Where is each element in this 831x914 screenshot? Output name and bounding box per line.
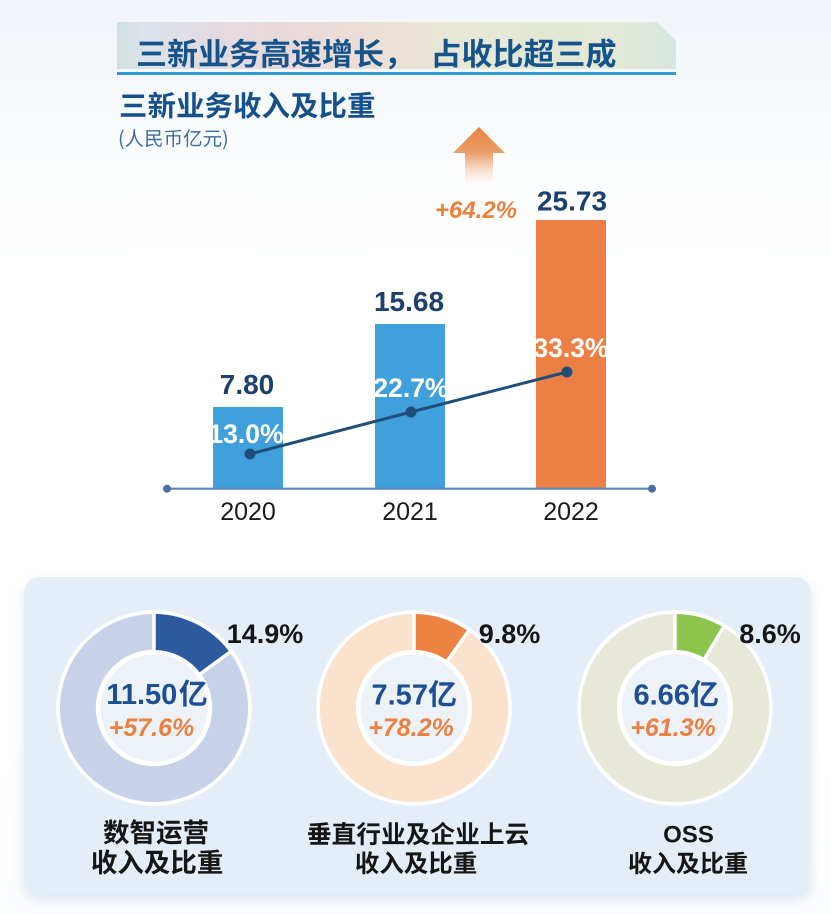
svg-text:7.57: 7.57 [372,680,428,712]
svg-text:33.3%: 33.3% [533,333,608,363]
svg-text:7.80: 7.80 [220,369,275,400]
svg-text:15.68: 15.68 [374,286,444,317]
svg-text:11.50: 11.50 [106,679,177,711]
svg-text:13.0%: 13.0% [208,419,283,449]
svg-text:14.9%: 14.9% [227,619,304,649]
svg-text:8.6%: 8.6% [739,619,801,649]
svg-text:6.66: 6.66 [634,680,690,712]
svg-text:+61.3%: +61.3% [630,714,716,742]
svg-text:2021: 2021 [382,498,438,526]
svg-text:2020: 2020 [220,498,276,526]
svg-text:25.73: 25.73 [537,186,607,217]
svg-text:2022: 2022 [543,498,599,526]
svg-text:22.7%: 22.7% [373,373,448,403]
svg-text:+78.2%: +78.2% [368,714,454,742]
svg-text:+57.6%: +57.6% [109,714,195,742]
svg-text:9.8%: 9.8% [479,619,541,649]
svg-text:+64.2%: +64.2% [435,197,517,224]
svg-text:OSS: OSS [663,822,714,849]
